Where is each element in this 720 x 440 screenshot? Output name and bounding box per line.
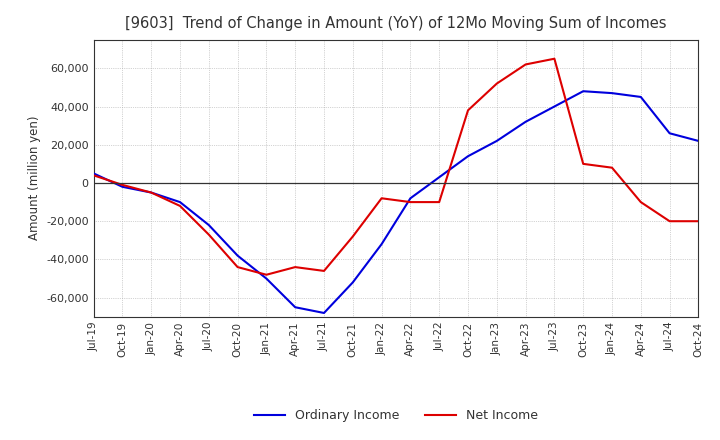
Ordinary Income: [89, 171, 98, 176]
Ordinary Income: [320, 310, 328, 315]
Ordinary Income: [118, 184, 127, 190]
Net Income: [550, 56, 559, 61]
Net Income: [636, 199, 645, 205]
Ordinary Income: [608, 91, 616, 96]
Ordinary Income: [147, 190, 156, 195]
Net Income: [464, 108, 472, 113]
Net Income: [608, 165, 616, 170]
Ordinary Income: [377, 242, 386, 247]
Net Income: [233, 264, 242, 270]
Net Income: [579, 161, 588, 166]
Y-axis label: Amount (million yen): Amount (million yen): [27, 116, 40, 240]
Line: Net Income: Net Income: [94, 59, 698, 275]
Ordinary Income: [176, 199, 184, 205]
Net Income: [291, 264, 300, 270]
Net Income: [118, 182, 127, 187]
Ordinary Income: [204, 222, 213, 227]
Net Income: [694, 219, 703, 224]
Net Income: [377, 196, 386, 201]
Net Income: [665, 219, 674, 224]
Net Income: [320, 268, 328, 274]
Ordinary Income: [492, 138, 501, 143]
Net Income: [406, 199, 415, 205]
Net Income: [521, 62, 530, 67]
Line: Ordinary Income: Ordinary Income: [94, 91, 698, 313]
Ordinary Income: [262, 276, 271, 281]
Net Income: [435, 199, 444, 205]
Net Income: [492, 81, 501, 86]
Ordinary Income: [665, 131, 674, 136]
Net Income: [176, 203, 184, 209]
Title: [9603]  Trend of Change in Amount (YoY) of 12Mo Moving Sum of Incomes: [9603] Trend of Change in Amount (YoY) o…: [125, 16, 667, 32]
Ordinary Income: [233, 253, 242, 258]
Ordinary Income: [636, 94, 645, 99]
Legend: Ordinary Income, Net Income: Ordinary Income, Net Income: [249, 404, 543, 427]
Net Income: [89, 172, 98, 178]
Net Income: [147, 190, 156, 195]
Net Income: [204, 232, 213, 237]
Ordinary Income: [521, 119, 530, 125]
Net Income: [348, 234, 357, 239]
Ordinary Income: [348, 280, 357, 285]
Ordinary Income: [579, 88, 588, 94]
Net Income: [262, 272, 271, 277]
Ordinary Income: [291, 304, 300, 310]
Ordinary Income: [435, 175, 444, 180]
Ordinary Income: [464, 154, 472, 159]
Ordinary Income: [550, 104, 559, 109]
Ordinary Income: [694, 138, 703, 143]
Ordinary Income: [406, 196, 415, 201]
